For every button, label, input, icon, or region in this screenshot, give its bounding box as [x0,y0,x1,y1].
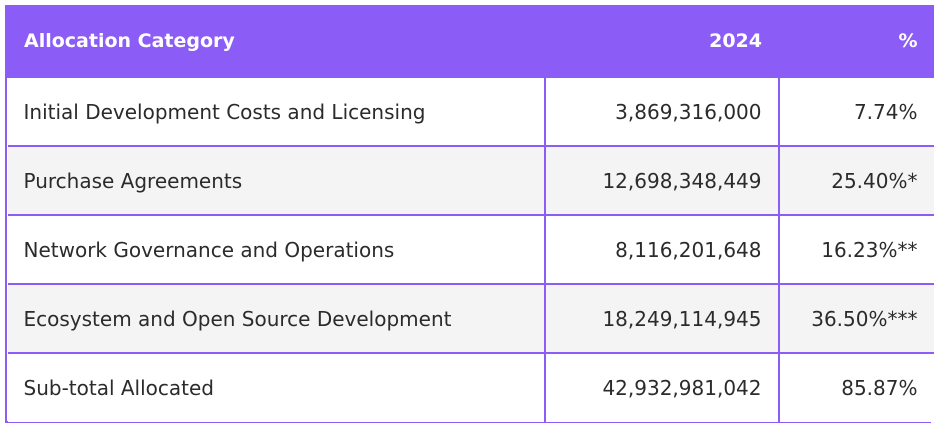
header-year: 2024 [544,5,779,77]
table-row: Initial Development Costs and Licensing … [7,76,934,146]
row-amount: 8,116,201,648 [543,214,779,284]
header-percent: % [778,5,934,77]
allocation-table: Allocation Category 2024 % Initial Devel… [7,5,934,422]
row-percent: 36.50%*** [777,283,934,353]
table-row: Network Governance and Operations 8,116,… [7,214,934,284]
row-percent: 16.23%** [777,214,934,284]
row-category: Ecosystem and Open Source Development [7,283,545,353]
row-amount: 12,698,348,449 [543,145,779,215]
row-category: Sub-total Allocated [7,352,545,422]
row-category: Initial Development Costs and Licensing [7,76,545,146]
table-header: Allocation Category 2024 % [7,5,934,77]
row-percent: 7.74% [777,76,934,146]
row-amount: 3,869,316,000 [543,76,779,146]
header-row: Allocation Category 2024 % [7,5,934,77]
header-allocation-category: Allocation Category [7,5,545,77]
row-percent: 25.40%* [777,145,934,215]
table-row-subtotal: Sub-total Allocated 42,932,981,042 85.87… [7,352,934,422]
allocation-table-container: Allocation Category 2024 % Initial Devel… [5,5,934,423]
row-category: Purchase Agreements [7,145,545,215]
row-percent: 85.87% [777,352,934,422]
table-body: Initial Development Costs and Licensing … [7,76,934,422]
table-row: Purchase Agreements 12,698,348,449 25.40… [7,145,934,215]
table-row: Ecosystem and Open Source Development 18… [7,283,934,353]
row-amount: 42,932,981,042 [543,352,779,422]
row-amount: 18,249,114,945 [543,283,779,353]
row-category: Network Governance and Operations [7,214,545,284]
